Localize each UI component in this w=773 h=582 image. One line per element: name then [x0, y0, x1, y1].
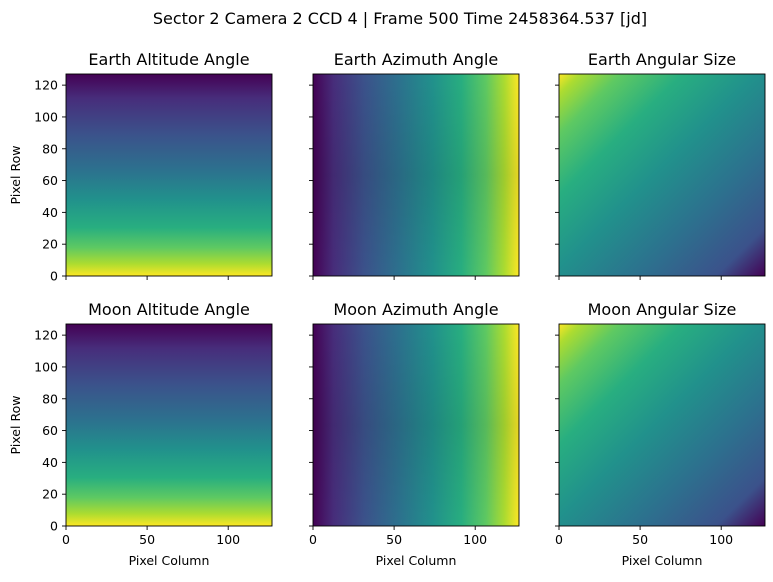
axes-frame — [65, 323, 273, 527]
axes-frame — [558, 323, 766, 527]
xtick-label: 100 — [216, 532, 240, 547]
ytick-label: 40 — [42, 205, 58, 220]
ytick-label: 0 — [50, 269, 58, 284]
subplot-grid: Earth Altitude Angle 0 20 40 60 80 100 120 Pixel… — [8, 50, 766, 568]
xtick-label: 0 — [309, 532, 317, 547]
axes-frame — [312, 73, 520, 277]
xtick-label: 0 — [555, 532, 563, 547]
axes-frame — [558, 73, 766, 277]
ytick-label: 60 — [42, 173, 58, 188]
heatmap-image — [559, 324, 765, 526]
x-axis-label: Pixel Column — [622, 553, 703, 568]
ytick-label: 20 — [42, 237, 58, 252]
ytick-label: 100 — [34, 359, 58, 374]
panel-1: Earth Azimuth Angle — [309, 50, 520, 280]
ytick-label: 100 — [34, 109, 58, 124]
x-axis-label: Pixel Column — [376, 553, 457, 568]
y-axis-label: Pixel Row — [8, 396, 23, 455]
ytick-label: 80 — [42, 141, 58, 156]
panel-0: Earth Altitude Angle 0 20 40 60 80 100 120 Pixel… — [8, 50, 273, 284]
panel-title: Earth Angular Size — [588, 50, 736, 69]
heatmap-shading — [313, 74, 519, 276]
xtick-label: 50 — [632, 532, 648, 547]
xtick-label: 100 — [709, 532, 733, 547]
xtick-label: 0 — [62, 532, 70, 547]
panel-5: Moon Angular Size 0 50 100 Pixel Column — [555, 300, 766, 568]
panel-title: Earth Azimuth Angle — [334, 50, 499, 69]
ytick-label: 20 — [42, 487, 58, 502]
axes-frame — [312, 323, 520, 527]
panel-title: Moon Angular Size — [588, 300, 737, 319]
ytick-label: 0 — [50, 519, 58, 534]
panel-title: Earth Altitude Angle — [88, 50, 249, 69]
ytick-label: 80 — [42, 391, 58, 406]
panel-4: Moon Azimuth Angle 0 50 100 Pixel Column — [309, 300, 520, 568]
panel-title: Moon Azimuth Angle — [333, 300, 498, 319]
ytick-label: 120 — [34, 328, 58, 343]
heatmap-image — [66, 324, 272, 526]
ytick-label: 120 — [34, 78, 58, 93]
axes-frame — [65, 73, 273, 277]
xtick-label: 50 — [386, 532, 402, 547]
panel-3: Moon Altitude Angle 0 20 40 60 80 100 120 0 50 100… — [8, 300, 273, 568]
heatmap-image — [66, 74, 272, 276]
heatmap-shading — [313, 324, 519, 526]
ytick-label: 40 — [42, 455, 58, 470]
figure-suptitle: Sector 2 Camera 2 CCD 4 | Frame 500 Time… — [153, 9, 647, 28]
ytick-label: 60 — [42, 423, 58, 438]
xtick-label: 50 — [139, 532, 155, 547]
panel-2: Earth Angular Size — [555, 50, 766, 280]
xtick-label: 100 — [463, 532, 487, 547]
x-axis-label: Pixel Column — [129, 553, 210, 568]
heatmap-image — [559, 74, 765, 276]
y-axis-label: Pixel Row — [8, 146, 23, 205]
panel-title: Moon Altitude Angle — [88, 300, 250, 319]
